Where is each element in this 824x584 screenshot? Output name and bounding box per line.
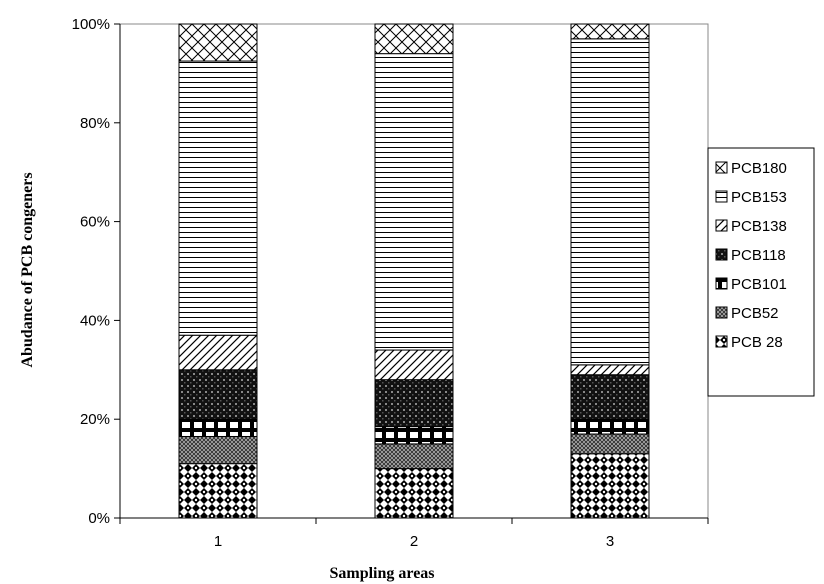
legend-swatch <box>715 190 728 203</box>
legend-swatch <box>715 248 728 261</box>
y-tick-label: 60% <box>80 214 110 231</box>
x-axis-title: Sampling areas <box>329 565 434 582</box>
legend-swatch <box>715 161 728 174</box>
legend-label: PCB52 <box>731 305 779 322</box>
legend-label: PCB101 <box>731 276 787 293</box>
y-tick-label: 0% <box>88 510 110 527</box>
legend-label: PCB153 <box>731 189 787 206</box>
bar-segment <box>374 349 454 381</box>
y-axis-title: Abudance of PCB congeners <box>19 172 36 367</box>
y-tick-label: 80% <box>80 115 110 132</box>
bar-segment <box>178 418 258 437</box>
legend-frame <box>707 147 815 397</box>
bars-group <box>178 23 650 519</box>
bar-segment <box>374 23 454 55</box>
bar-segment <box>570 453 650 519</box>
bar-segment <box>570 23 650 40</box>
legend-swatch <box>715 306 728 319</box>
y-axis: 0% 20% 40% 60% 80% 100% <box>72 16 121 527</box>
bar-segment <box>178 334 258 371</box>
legend-swatch <box>715 277 728 290</box>
bar-segment <box>374 443 454 470</box>
legend: PCB180 PCB153 PCB138 PCB118 PCB101 PCB52 PCB 2… <box>707 147 815 397</box>
legend-swatch <box>715 219 728 232</box>
bar-segment <box>178 60 258 336</box>
legend-label: PCB 28 <box>731 334 783 351</box>
bar-segment <box>374 426 454 445</box>
bar-segment <box>178 435 258 465</box>
bar-segment <box>178 463 258 519</box>
bar-segment <box>570 38 650 366</box>
bar-segment <box>374 468 454 519</box>
y-tick-label: 40% <box>80 312 110 329</box>
bar-segment <box>374 379 454 428</box>
legend-swatch <box>715 335 728 348</box>
y-tick-label: 20% <box>80 411 110 428</box>
legend-label: PCB118 <box>731 247 786 264</box>
y-tick-label: 100% <box>72 16 110 33</box>
bar-segment <box>570 374 650 420</box>
x-tick-label: 1 <box>214 533 222 550</box>
bar-segment <box>570 418 650 435</box>
bar-segment <box>178 23 258 62</box>
legend-label: PCB138 <box>731 218 787 235</box>
x-tick-label: 2 <box>410 533 418 550</box>
x-tick-label: 3 <box>606 533 614 550</box>
bar-segment <box>570 433 650 455</box>
bar-segment <box>178 369 258 420</box>
x-axis: 1 2 3 <box>119 517 709 550</box>
bar-segment <box>374 53 454 351</box>
bar-segment <box>570 364 650 376</box>
legend-label: PCB180 <box>731 160 787 177</box>
